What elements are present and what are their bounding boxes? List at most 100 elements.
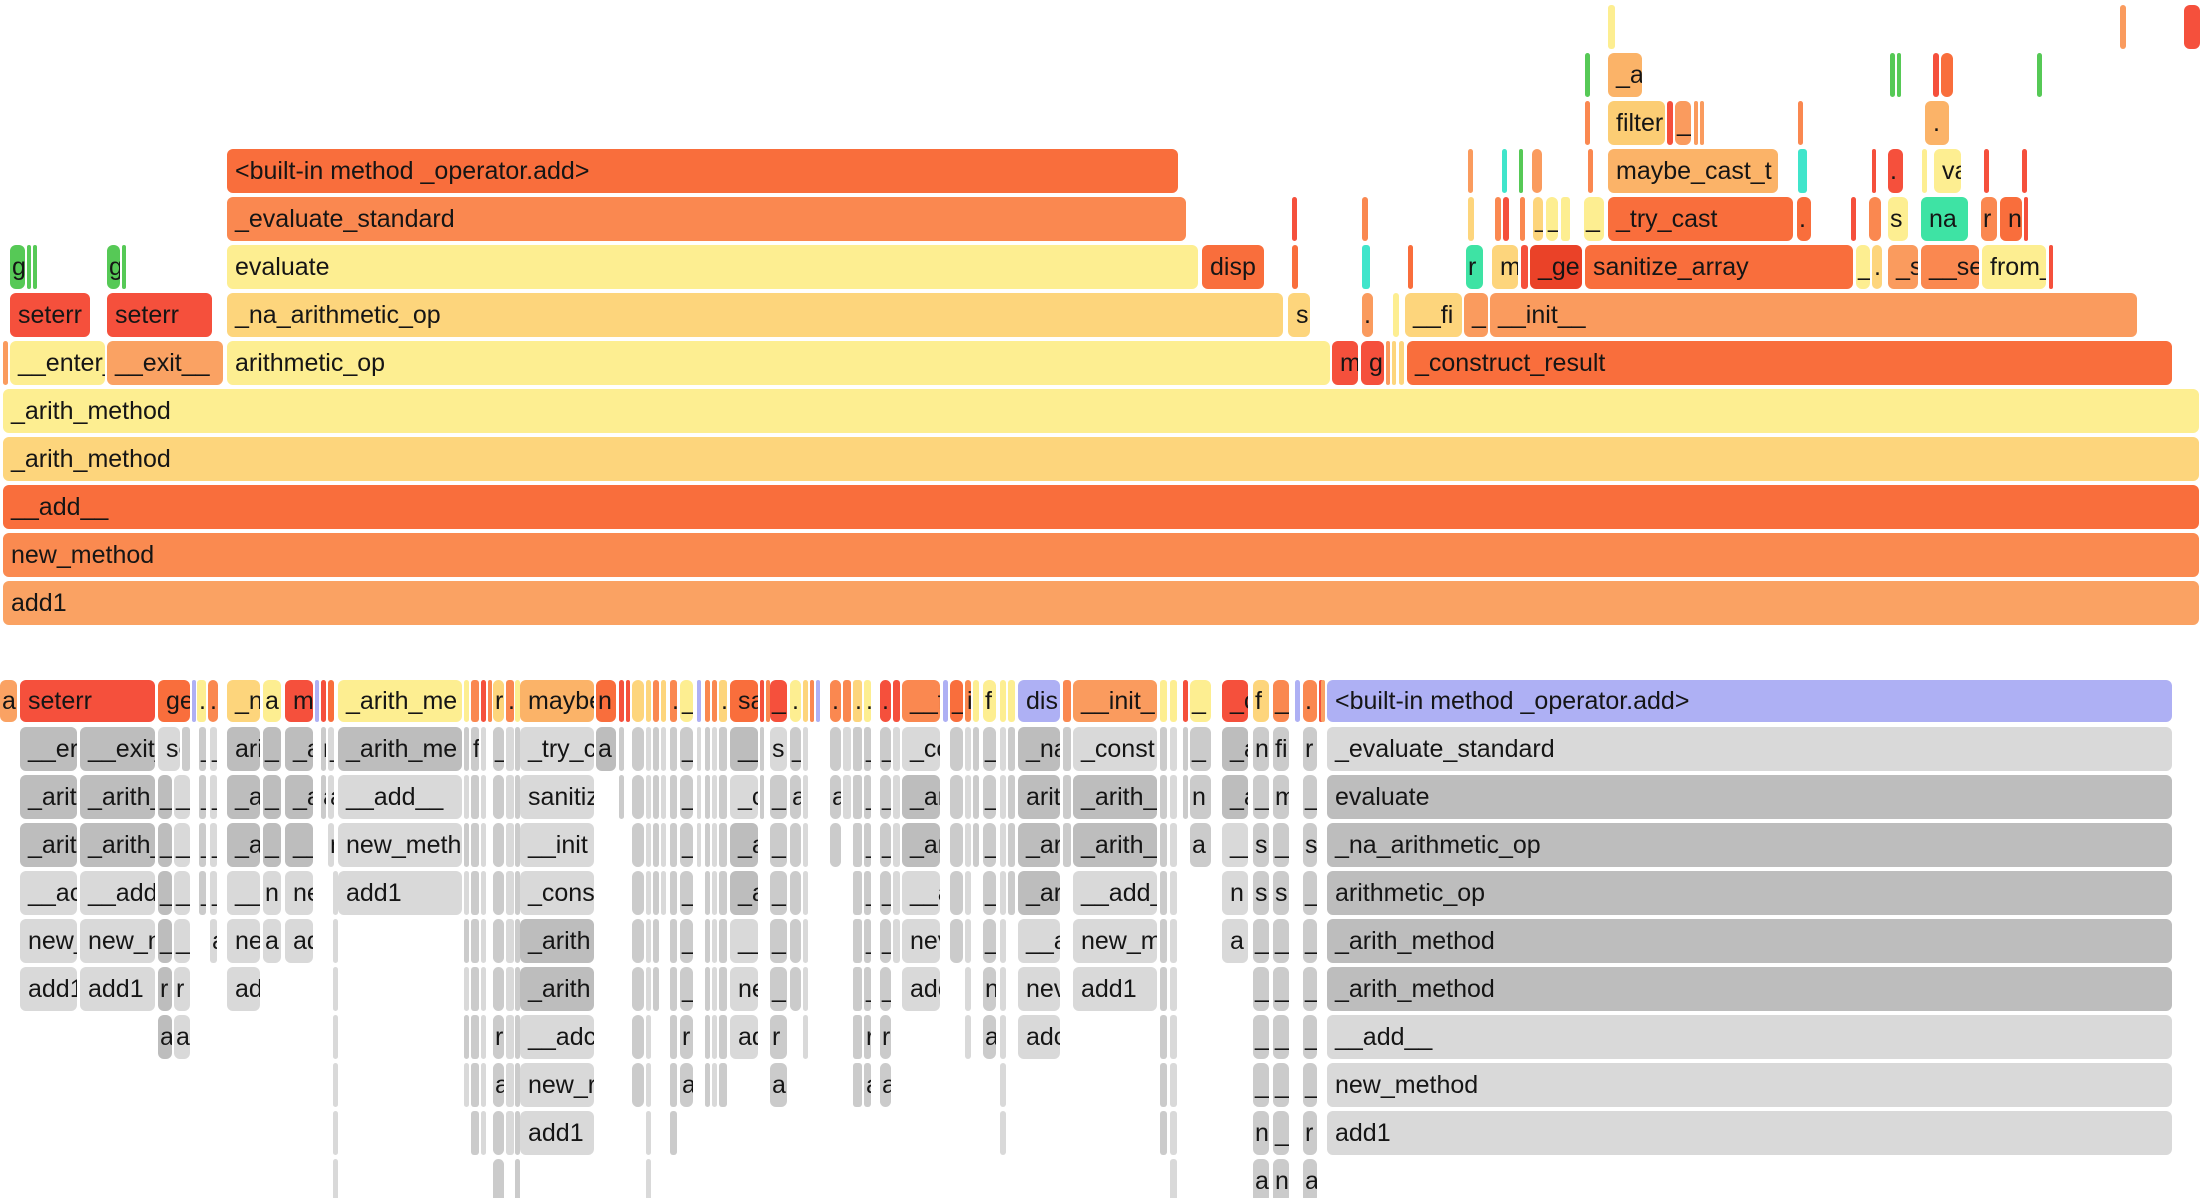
stack-frame-m[interactable]: m — [1273, 775, 1289, 819]
stack-frame-sliver[interactable] — [712, 823, 717, 867]
stack-frame-r[interactable]: r — [493, 1015, 504, 1059]
stack-frame-sliver[interactable] — [803, 967, 808, 1011]
frame-sliver[interactable] — [1890, 53, 1895, 97]
stack-frame-sliver[interactable] — [950, 823, 963, 867]
root-frame-sliver[interactable] — [1321, 680, 1325, 722]
stack-frame-sliver[interactable] — [481, 823, 486, 867]
root-frame-sliver[interactable] — [810, 680, 814, 722]
root-frame-c[interactable]: _c — [1222, 680, 1248, 722]
frame-sliver[interactable] — [1941, 53, 1953, 97]
stack-frame-n[interactable]: n — [1253, 727, 1269, 771]
stack-frame-a[interactable]: _a — [730, 871, 758, 915]
stack-frame-n[interactable]: n — [1222, 871, 1248, 915]
frame-[interactable]: _ — [1464, 293, 1488, 337]
stack-frame-sliver[interactable] — [705, 919, 710, 963]
root-frame-a[interactable]: a — [0, 680, 17, 722]
stack-frame-sliver[interactable] — [471, 823, 479, 867]
root-frame-[interactable]: . — [1303, 680, 1317, 722]
stack-frame-sliver[interactable] — [619, 727, 624, 771]
frame-na-arithmetic-op[interactable]: _na_arithmetic_op — [227, 293, 1283, 337]
stack-frame-[interactable]: _ — [158, 871, 172, 915]
root-frame-sliver[interactable] — [705, 680, 710, 722]
stack-frame-sliver[interactable] — [719, 919, 727, 963]
stack-frame-new-n[interactable]: new_n — [80, 919, 155, 963]
stack-frame-sliver[interactable] — [893, 871, 900, 915]
root-frame-[interactable]: . — [506, 680, 514, 722]
stack-frame-sliver[interactable] — [646, 823, 651, 867]
stack-frame-sliver[interactable] — [1160, 871, 1167, 915]
stack-frame-sliver[interactable] — [1008, 823, 1015, 867]
frame-s[interactable]: s — [1888, 197, 1908, 241]
stack-frame-new[interactable]: new_ — [20, 919, 77, 963]
stack-frame-arit[interactable]: _arit — [20, 775, 77, 819]
stack-frame-[interactable]: _ — [1273, 1015, 1289, 1059]
root-frame-sliver[interactable] — [488, 680, 492, 722]
stack-frame-[interactable]: _ — [174, 871, 190, 915]
root-frame-[interactable]: . — [830, 680, 841, 722]
stack-frame-sliver[interactable] — [515, 1015, 520, 1059]
stack-frame-sliver[interactable] — [506, 823, 514, 867]
stack-frame-r[interactable]: r — [1303, 727, 1317, 771]
stack-frame-[interactable]: _ — [199, 823, 206, 867]
stack-frame-a[interactable]: a — [321, 775, 326, 819]
frame-sliver[interactable] — [1798, 149, 1807, 193]
stack-frame-[interactable]: _ — [174, 775, 190, 819]
stack-frame-sliver[interactable] — [515, 871, 520, 915]
stack-frame-sliver[interactable] — [670, 1015, 677, 1059]
stack-frame-[interactable]: _ — [880, 823, 891, 867]
stack-frame-arit[interactable]: _arit — [20, 823, 77, 867]
root-frame-[interactable]: . — [880, 680, 891, 722]
frame-seterr[interactable]: seterr — [10, 293, 90, 337]
stack-frame-a[interactable]: _a — [285, 727, 313, 771]
stack-frame-sliver[interactable] — [493, 919, 504, 963]
stack-frame-sliver[interactable] — [632, 967, 644, 1011]
frame-sliver[interactable] — [1362, 245, 1370, 289]
frame-a[interactable]: _a — [1608, 53, 1642, 97]
stack-frame-sliver[interactable] — [493, 967, 504, 1011]
stack-frame-sliver[interactable] — [670, 823, 677, 867]
stack-frame-[interactable]: _ — [1273, 919, 1289, 963]
stack-frame-sliver[interactable] — [1063, 727, 1071, 771]
stack-frame-[interactable]: _ — [880, 727, 891, 771]
frame-sliver[interactable] — [1585, 101, 1590, 145]
stack-frame-sliver[interactable] — [853, 727, 862, 771]
root-frame-sliver[interactable] — [1295, 680, 1300, 722]
frame-sliver[interactable] — [1399, 341, 1404, 385]
stack-frame-sliver[interactable] — [333, 1015, 338, 1059]
stack-frame-[interactable]: _ — [1253, 1015, 1269, 1059]
frame-sliver[interactable] — [1588, 149, 1593, 193]
stack-frame-sliver[interactable] — [719, 727, 727, 771]
stack-frame-ar[interactable]: _ar — [902, 823, 940, 867]
stack-frame-sliver[interactable] — [515, 775, 520, 819]
frame-maybe-cast-t[interactable]: maybe_cast_t — [1608, 149, 1778, 193]
stack-frame-sliver[interactable] — [1183, 775, 1188, 819]
stack-frame-sliver[interactable] — [803, 727, 808, 771]
stack-frame-try-c[interactable]: _try_c — [520, 727, 594, 771]
frame-built-in-method-operator-add[interactable]: <built-in method _operator.add> — [227, 149, 1178, 193]
frame-evaluate[interactable]: evaluate — [227, 245, 1198, 289]
stack-frame-ne[interactable]: ne — [730, 967, 758, 1011]
stack-frame-[interactable]: _ — [680, 967, 693, 1011]
frame-sliver[interactable] — [1561, 197, 1570, 241]
stack-frame-[interactable]: _ — [983, 727, 996, 771]
stack-frame-sliver[interactable] — [893, 823, 900, 867]
stack-frame-sliver[interactable] — [506, 967, 514, 1011]
stack-frame-nev[interactable]: nev — [902, 919, 940, 963]
frame-g[interactable]: g — [1361, 341, 1384, 385]
stack-frame-[interactable]: __ — [227, 871, 260, 915]
stack-frame-[interactable]: _ — [158, 823, 172, 867]
root-frame-[interactable]: _ — [770, 680, 787, 722]
stack-frame-[interactable]: _ — [864, 919, 871, 963]
stack-frame-sliver[interactable] — [1183, 727, 1188, 771]
root-frame-[interactable]: _ — [680, 680, 693, 722]
stack-frame-[interactable]: _ — [983, 919, 996, 963]
root-frame-sliver[interactable] — [816, 680, 820, 722]
stack-frame-[interactable]: _ — [199, 871, 206, 915]
stack-frame-sliver[interactable] — [493, 775, 504, 819]
stack-frame-sliver[interactable] — [464, 871, 469, 915]
stack-frame-ad[interactable]: ad — [730, 1015, 758, 1059]
stack-frame-sliver[interactable] — [464, 823, 469, 867]
stack-frame-sliver[interactable] — [965, 967, 971, 1011]
stack-frame-[interactable]: _ — [1273, 967, 1289, 1011]
stack-frame-add1[interactable]: add1 — [338, 871, 462, 915]
